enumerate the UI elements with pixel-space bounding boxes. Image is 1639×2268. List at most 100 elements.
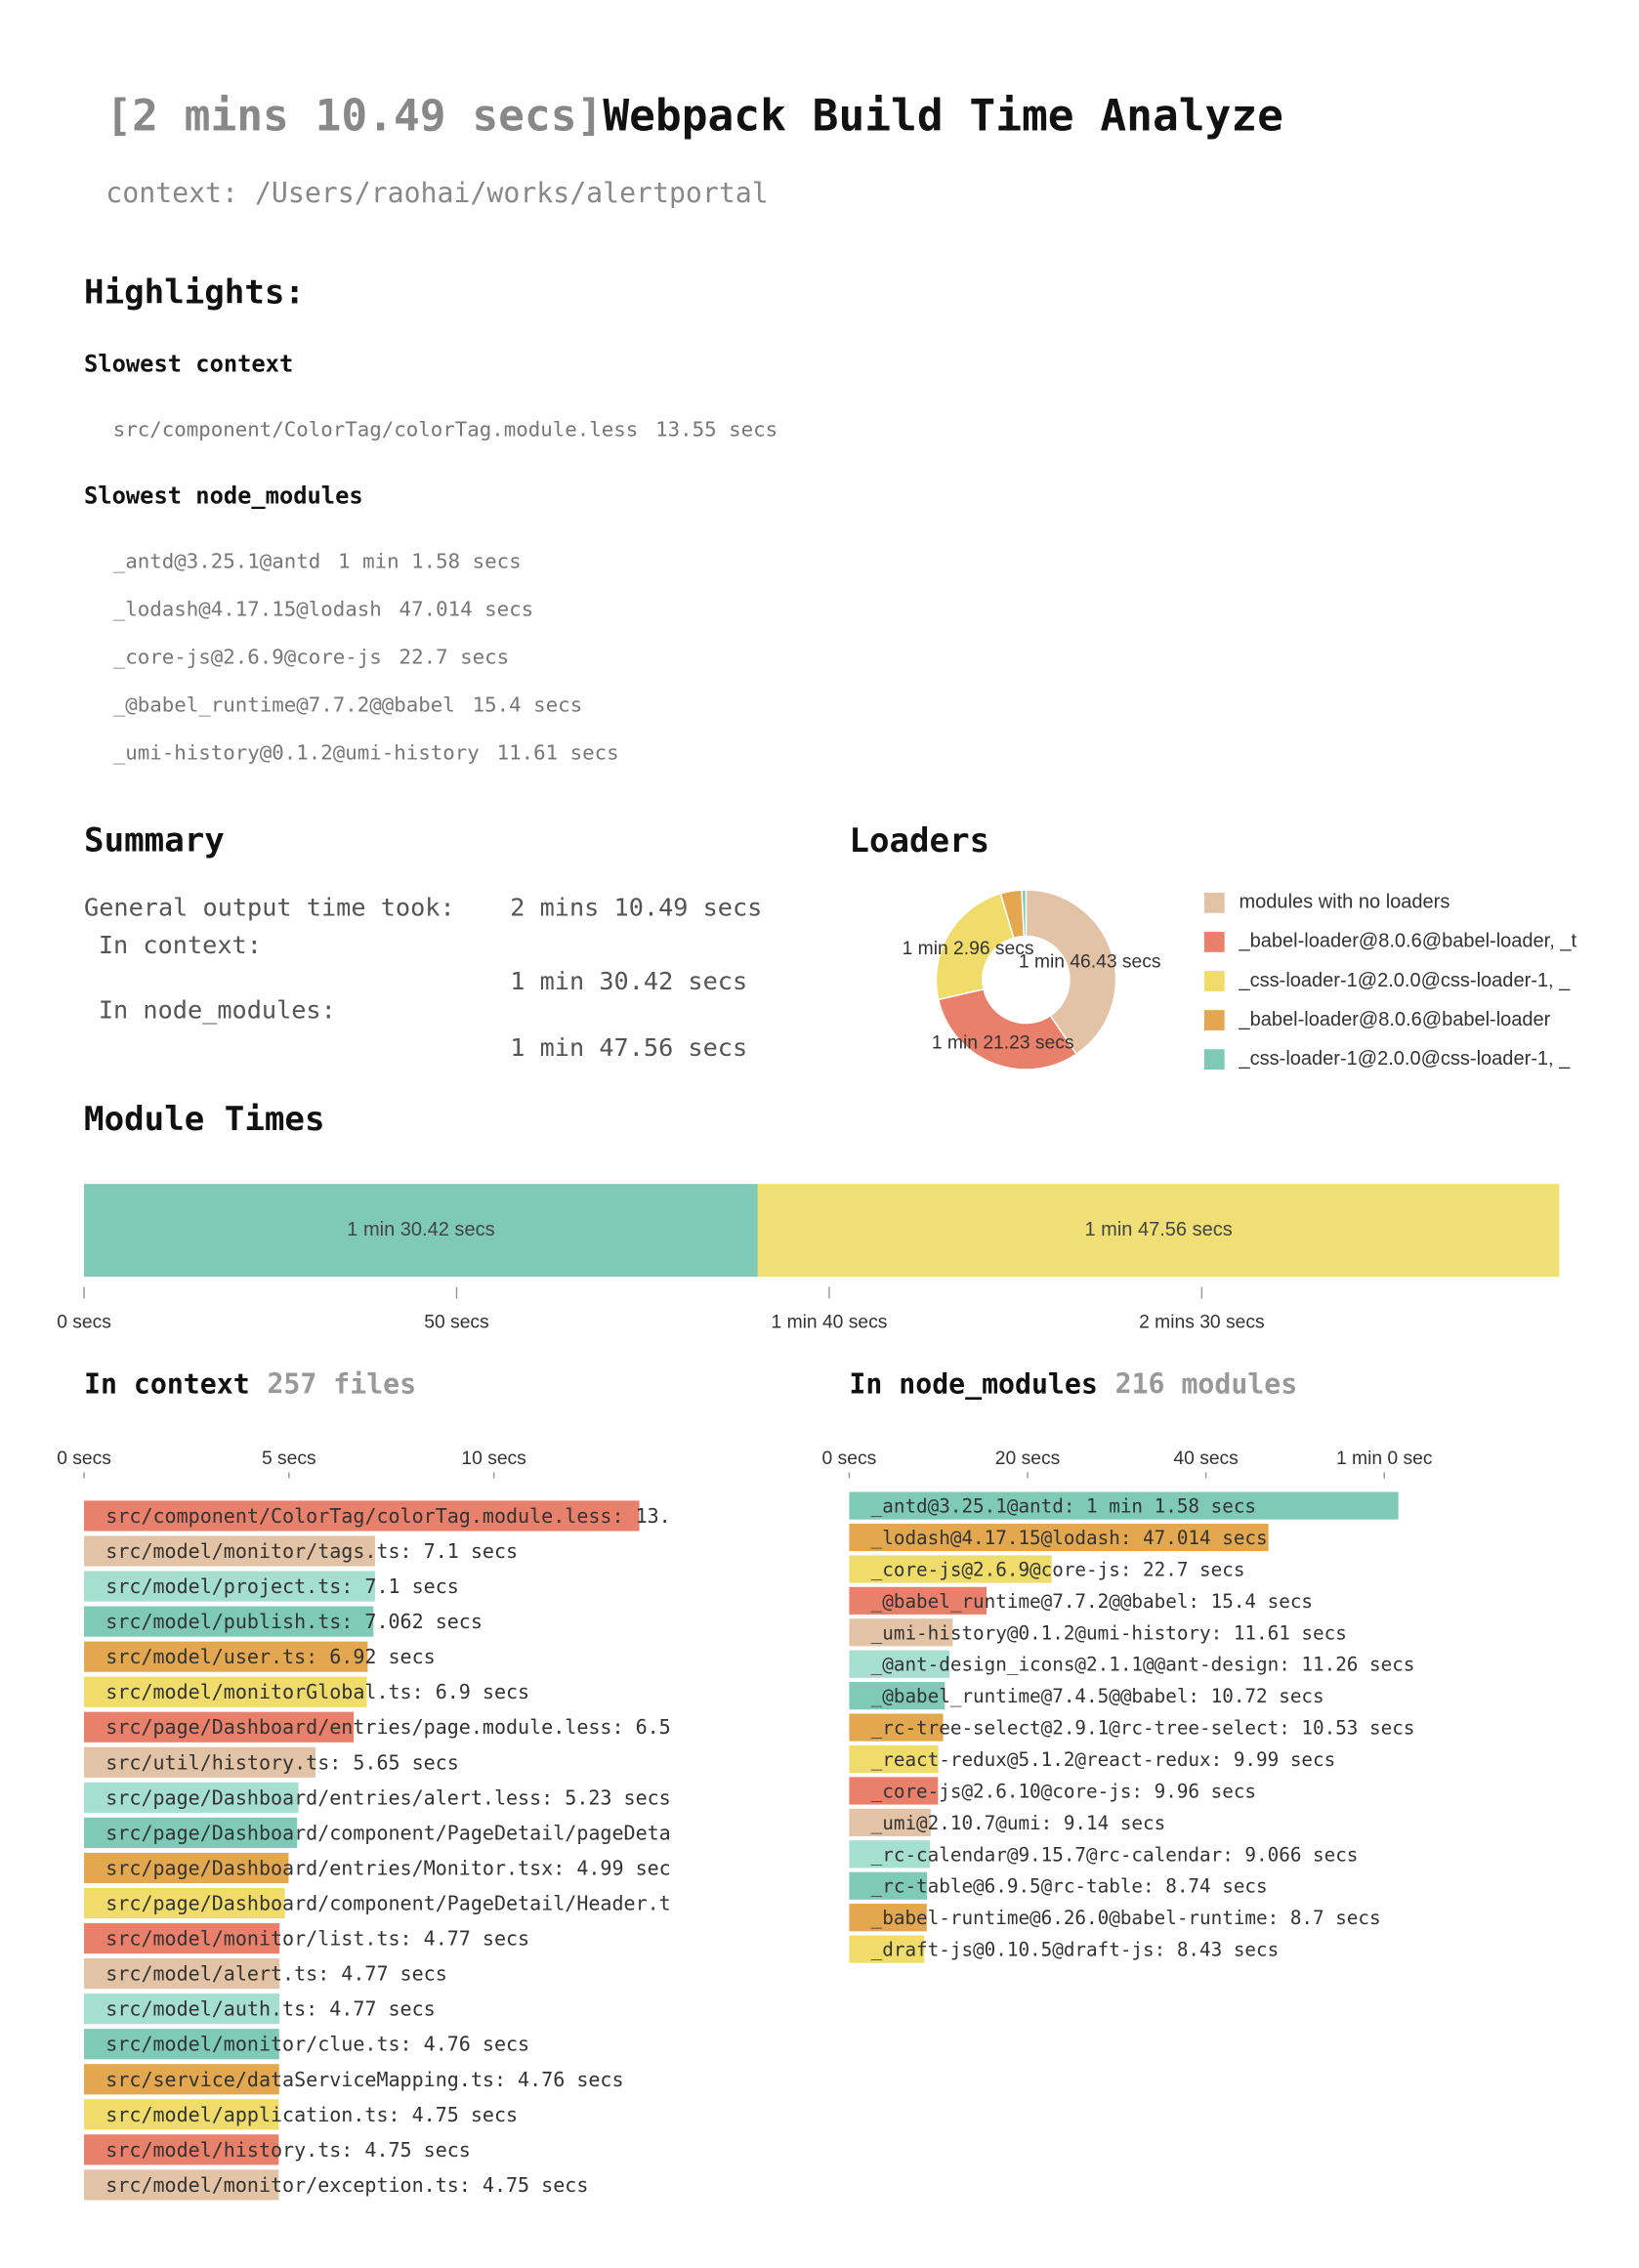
pie-slice xyxy=(1021,889,1028,938)
bar xyxy=(849,1555,1052,1583)
bar xyxy=(84,1817,298,1848)
summary-label: In node_modules: xyxy=(99,996,336,1025)
legend-swatch xyxy=(1203,1049,1225,1070)
item-time: 1 min 1.58 secs xyxy=(338,550,522,573)
chart-title-text: Module Times xyxy=(84,1099,324,1138)
legend-label: _babel-loader@8.0.6@babel-loader xyxy=(1239,1009,1551,1030)
item-time: 22.7 secs xyxy=(399,646,510,669)
x-axis: 0 secs 5 secs 10 secs xyxy=(57,1449,526,1479)
bar xyxy=(84,1676,367,1707)
bar-label: src/model/alert.ts: 4.77 secs xyxy=(105,1962,446,1986)
bar-label: src/component/ColorTag/colorTag.module.l… xyxy=(105,1504,682,1528)
bar xyxy=(849,1777,939,1805)
bar-label: src/model/publish.ts: 7.062 secs xyxy=(105,1610,483,1633)
bar-label: _core-js@2.6.9@core-js: 22.7 secs xyxy=(871,1558,1245,1580)
title: Webpack Build Time Analyze xyxy=(603,92,1283,142)
bar xyxy=(849,1840,931,1869)
pie-slice xyxy=(1025,889,1117,1056)
bar xyxy=(84,1606,374,1637)
bar-label: src/model/monitor/clue.ts: 4.76 secs xyxy=(105,2033,529,2056)
legend-label: _css-loader-1@2.0.0@css-loader-1, _ xyxy=(1239,970,1572,991)
x-tick-label: 20 secs xyxy=(995,1449,1060,1469)
legend-swatch xyxy=(1203,971,1225,991)
bar-segment xyxy=(84,1184,758,1278)
x-tick-label: 0 secs xyxy=(57,1313,111,1333)
bar xyxy=(849,1713,944,1742)
legend-label: modules with no loaders xyxy=(1240,892,1450,913)
legend-swatch xyxy=(1203,932,1225,952)
bar-label: _@babel_runtime@7.4.5@@babel: 10.72 secs xyxy=(871,1685,1324,1707)
chart-title-text: In context xyxy=(84,1367,250,1400)
bar-label: src/model/user.ts: 6.92 secs xyxy=(105,1645,435,1668)
bar-label: _babel-runtime@6.26.0@babel-runtime: 8.7… xyxy=(871,1907,1381,1929)
bar xyxy=(84,1641,368,1672)
item-name: _antd@3.25.1@antd xyxy=(113,550,321,573)
summary-value: 2 mins 10.49 secs xyxy=(510,893,762,921)
bar-label: src/model/project.ts: 7.1 secs xyxy=(105,1575,459,1598)
bar-label: src/page/Dashboard/component/PageDetail/… xyxy=(105,1821,694,1844)
bar xyxy=(84,1711,355,1743)
bar xyxy=(84,2134,279,2165)
bar-label: src/page/Dashboard/entries/Monitor.tsx: … xyxy=(105,1856,682,1879)
bar-label: _@babel_runtime@7.7.2@@babel: 15.4 secs xyxy=(871,1590,1313,1613)
bar-label: src/model/monitor/exception.ts: 4.75 sec… xyxy=(105,2173,588,2197)
bar xyxy=(849,1618,953,1647)
context-path: context: /Users/raohai/works/alertportal xyxy=(105,177,768,209)
x-tick-label: 0 secs xyxy=(57,1449,111,1469)
item-name: _core-js@2.6.9@core-js xyxy=(113,646,382,669)
bar xyxy=(84,2029,279,2060)
bar xyxy=(849,1871,928,1900)
bar-label: src/model/history.ts: 4.75 secs xyxy=(105,2138,471,2162)
chart-title: In node_modules 216 modules xyxy=(849,1367,1297,1400)
pie-slice xyxy=(937,987,1078,1071)
legend-swatch xyxy=(1203,892,1225,913)
chart-title: Loaders xyxy=(849,821,989,861)
bar-label: 1 min 47.56 secs xyxy=(1084,1219,1232,1240)
x-axis: 0 secs 20 secs 40 secs 1 min 0 sec xyxy=(822,1449,1432,1479)
bar xyxy=(84,1500,640,1532)
item-name: _@babel_runtime@7.7.2@@babel xyxy=(113,693,455,717)
bar-label: _react-redux@5.1.2@react-redux: 9.99 sec… xyxy=(871,1748,1336,1771)
bar-label: src/page/Dashboard/entries/page.module.l… xyxy=(105,1715,682,1739)
legend-swatch xyxy=(1203,1010,1225,1030)
bar-label: _core-js@2.6.10@core-js: 9.96 secs xyxy=(871,1780,1256,1802)
x-tick-label: 10 secs xyxy=(461,1449,525,1469)
highlight-item: _umi-history@0.1.2@umi-history 11.61 secs xyxy=(113,741,619,765)
item-time: 47.014 secs xyxy=(399,598,534,621)
bar xyxy=(84,2064,279,2095)
section-heading: Summary xyxy=(84,821,225,861)
bar xyxy=(84,1994,280,2025)
chart-title: Module Times xyxy=(84,1099,324,1138)
highlight-item: _@babel_runtime@7.7.2@@babel 15.4 secs xyxy=(113,693,582,717)
summary-value: 1 min 47.56 secs xyxy=(510,1033,747,1062)
item-time: 11.61 secs xyxy=(497,741,619,765)
x-tick-label: 1 min 40 secs xyxy=(772,1313,888,1333)
bar-label: _umi@2.10.7@umi: 9.14 secs xyxy=(871,1812,1166,1834)
bar xyxy=(849,1523,1269,1552)
bar xyxy=(84,2099,279,2130)
page-title: [2 mins 10.49 secs]Webpack Build Time An… xyxy=(105,92,1283,142)
bar-label: src/model/application.ts: 4.75 secs xyxy=(105,2103,518,2126)
sub-heading: Slowest context xyxy=(84,350,293,377)
bar-label: _@ant-design_icons@2.1.1@@ant-design: 11… xyxy=(871,1654,1415,1676)
bar-label: src/model/monitor/tags.ts: 7.1 secs xyxy=(105,1539,518,1563)
bar-label: _rc-table@6.9.5@rc-table: 8.74 secs xyxy=(871,1875,1268,1898)
bar-label: src/model/monitorGlobal.ts: 6.9 secs xyxy=(105,1680,529,1703)
bar xyxy=(849,1935,925,1963)
bar-segment xyxy=(757,1184,1560,1278)
bar xyxy=(849,1682,946,1710)
total-time: [2 mins 10.49 secs] xyxy=(105,92,603,142)
bar-label: src/page/Dashboard/component/PageDetail/… xyxy=(105,1892,694,1915)
bar xyxy=(849,1586,988,1615)
highlight-item: _antd@3.25.1@antd 1 min 1.58 secs xyxy=(113,550,522,573)
bar xyxy=(84,2169,279,2201)
x-tick-label: 50 secs xyxy=(424,1313,488,1333)
highlight-list: src/component/ColorTag/colorTag.module.l… xyxy=(113,418,777,765)
chart-title-text: In node_modules xyxy=(849,1367,1097,1400)
x-tick-label: 5 secs xyxy=(262,1449,316,1469)
chart-title-text: Loaders xyxy=(849,821,989,861)
pie-slice xyxy=(935,892,1015,1001)
highlight-item: _core-js@2.6.9@core-js 22.7 secs xyxy=(113,646,509,669)
